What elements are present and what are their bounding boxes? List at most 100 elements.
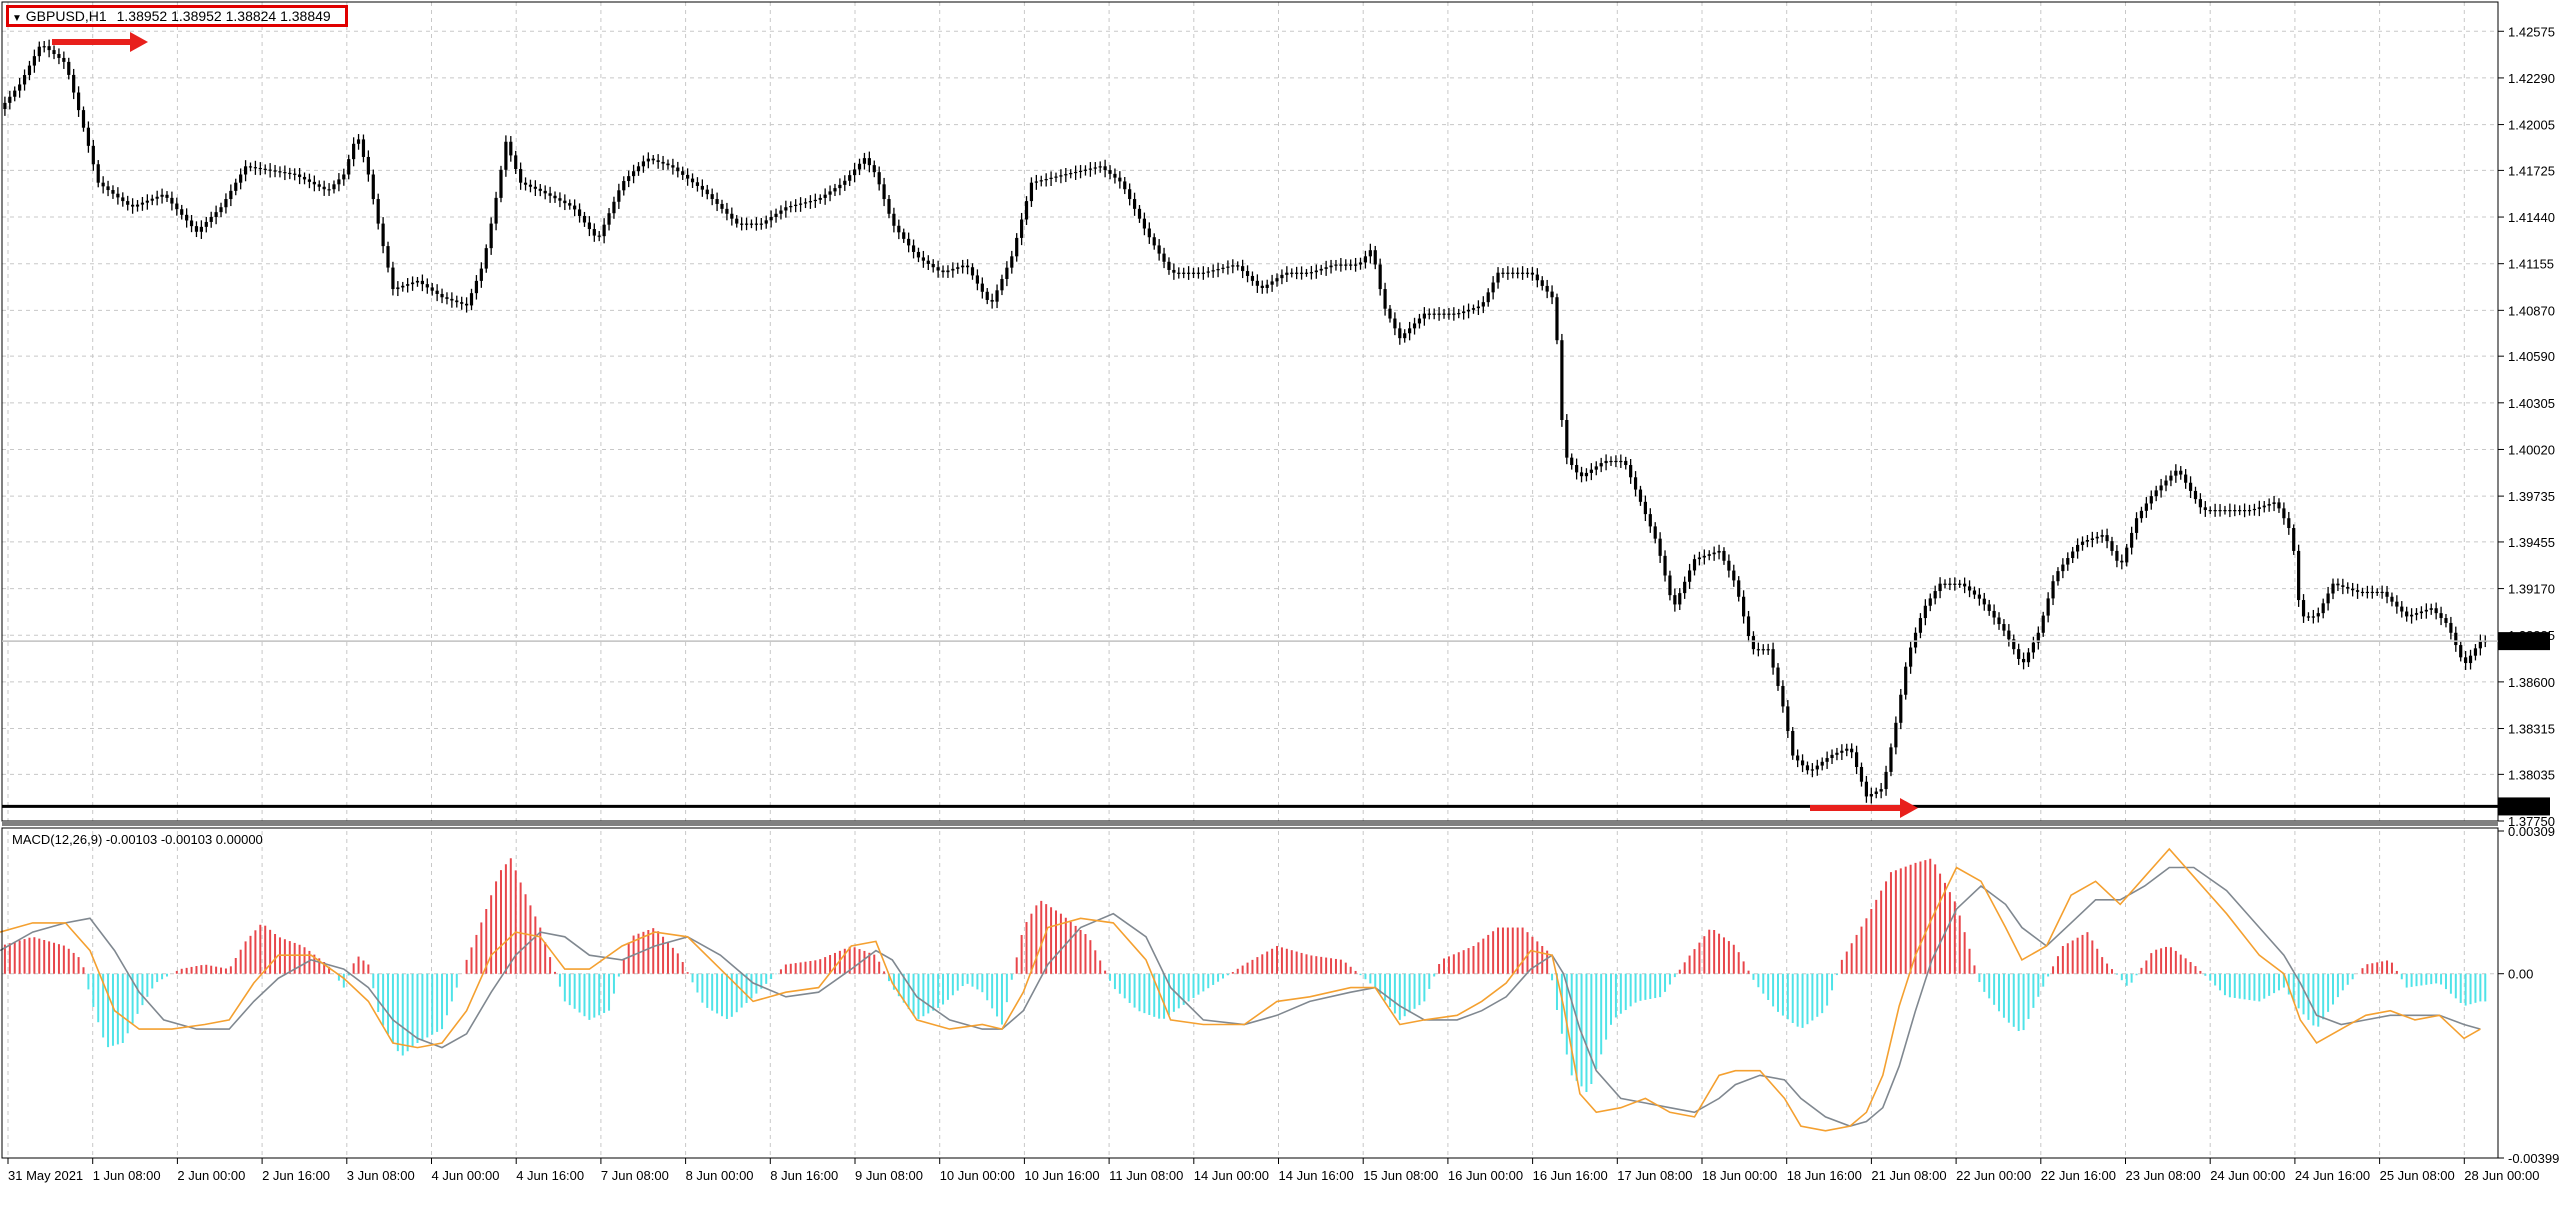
price-tick-label: 1.41725 xyxy=(2508,163,2555,178)
current-price-label-bg xyxy=(2498,632,2550,651)
candle-body xyxy=(420,280,424,285)
candle-body xyxy=(268,169,272,171)
candle-body xyxy=(681,171,685,175)
candle-body xyxy=(1270,281,1274,285)
candle-body xyxy=(2026,652,2031,663)
candle-body xyxy=(2066,558,2070,565)
candle-body xyxy=(2297,550,2301,601)
candle-body xyxy=(1005,267,1009,279)
candle-body xyxy=(494,197,498,224)
candle-body xyxy=(484,248,488,269)
time-tick-label: 22 Jun 00:00 xyxy=(1956,1168,2031,1183)
candle-body xyxy=(700,185,704,190)
candle-body xyxy=(1476,306,1480,309)
candle-body xyxy=(1732,570,1736,581)
candle-body xyxy=(1643,501,1647,515)
candle-body xyxy=(2243,510,2247,512)
time-tick-label: 10 Jun 00:00 xyxy=(940,1168,1015,1183)
candle-body xyxy=(946,270,950,273)
candle-body xyxy=(577,209,582,216)
candle-body xyxy=(1157,245,1161,254)
candle-body xyxy=(204,221,208,227)
candle-body xyxy=(622,181,626,191)
candle-body xyxy=(1216,269,1220,271)
candle-body xyxy=(1859,766,1864,782)
candle-body xyxy=(2439,613,2443,619)
candle-body xyxy=(897,225,901,233)
candle-body xyxy=(1614,460,1618,463)
candle-body xyxy=(548,193,552,196)
candle-body xyxy=(2115,550,2119,561)
header-box[interactable] xyxy=(6,5,348,27)
candle-body xyxy=(1894,722,1898,748)
candle-body xyxy=(2409,614,2414,617)
candle-body xyxy=(170,197,174,204)
candle-body xyxy=(1457,313,1461,315)
candle-body xyxy=(2208,510,2212,512)
candle-body xyxy=(789,205,793,208)
candle-body xyxy=(327,189,331,191)
time-tick-label: 8 Jun 16:00 xyxy=(770,1168,838,1183)
candle-body xyxy=(1408,328,1412,334)
candle-body xyxy=(52,50,56,55)
candle-body xyxy=(2188,482,2193,491)
candle-body xyxy=(1285,272,1289,275)
candle-body xyxy=(926,260,930,264)
candle-body xyxy=(2252,508,2257,511)
candle-body xyxy=(2159,485,2163,491)
candle-body xyxy=(2375,591,2379,594)
candle-body xyxy=(76,92,81,111)
candle-body xyxy=(1245,271,1250,276)
candle-body xyxy=(2218,510,2222,512)
candle-body xyxy=(1737,580,1741,597)
candle-body xyxy=(1118,177,1122,182)
symbol-label: GBPUSD,H1 xyxy=(25,8,107,24)
candle-body xyxy=(474,280,479,294)
candle-body xyxy=(833,188,837,192)
candle-body xyxy=(2459,645,2463,658)
candle-body xyxy=(253,167,258,169)
candle-body xyxy=(131,204,135,207)
candle-body xyxy=(386,246,390,268)
candle-body xyxy=(744,223,749,225)
candle-body xyxy=(2247,510,2252,512)
candle-body xyxy=(1211,270,1215,272)
candle-body xyxy=(2277,502,2281,509)
candle-body xyxy=(1530,272,1535,275)
candle-body xyxy=(2257,507,2261,509)
overlays: 1.38849 1.37839 xyxy=(2,32,2550,818)
candle-body xyxy=(2154,490,2158,497)
candle-body xyxy=(1236,265,1240,267)
price-pane xyxy=(3,39,2487,804)
candle-body xyxy=(902,232,906,239)
candle-body xyxy=(415,280,420,283)
candle-body xyxy=(1295,272,1299,274)
candle-body xyxy=(1967,586,1972,591)
candle-body xyxy=(67,61,71,75)
candle-body xyxy=(597,235,601,237)
candle-body xyxy=(1182,272,1186,274)
candle-body xyxy=(1064,174,1068,176)
candle-body xyxy=(1653,526,1657,539)
candle-body xyxy=(248,166,253,168)
macd-tick-label: 0.00 xyxy=(2508,967,2533,982)
candle-body xyxy=(1609,460,1613,463)
candle-body xyxy=(1339,264,1343,266)
candle-body xyxy=(293,173,297,175)
candle-body xyxy=(1810,769,1814,771)
candle-body xyxy=(528,184,533,187)
candle-body xyxy=(1378,264,1382,290)
candle-body xyxy=(1349,264,1353,266)
candle-body xyxy=(1403,333,1407,339)
candle-body xyxy=(2351,588,2355,591)
candle-body xyxy=(1879,789,1883,792)
candle-body xyxy=(1501,272,1505,274)
candle-body xyxy=(1909,647,1913,667)
triangle-down-icon[interactable]: ▼ xyxy=(12,13,22,24)
candle-body xyxy=(2105,535,2109,542)
candle-body xyxy=(769,217,773,221)
support-label-bg xyxy=(2498,797,2550,816)
